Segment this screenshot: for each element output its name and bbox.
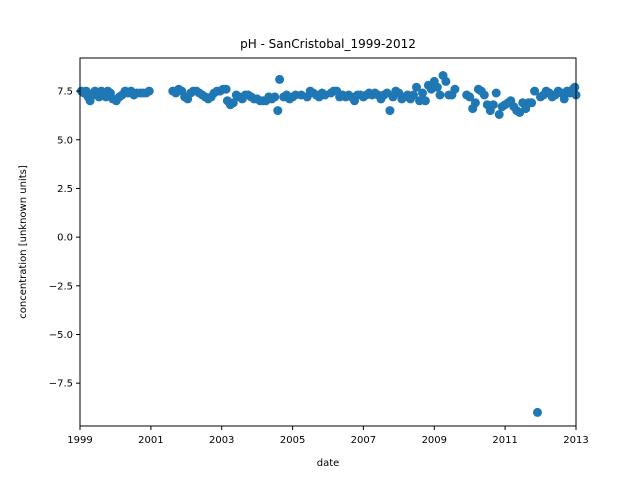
y-axis: 7.5 5.0 2.5 0.0 −2.5 −5.0 −7.5: [49, 87, 80, 390]
data-point-130: [488, 100, 498, 110]
data-point-117: [441, 76, 451, 86]
x-tick-label-0: 1999: [67, 435, 92, 446]
data-point-109: [418, 88, 427, 98]
chart-title: pH - SanCristobal_1999-2012: [240, 37, 416, 51]
data-point-114: [432, 82, 442, 92]
data-point-63: [273, 106, 283, 116]
x-tick-label-1: 2001: [138, 435, 163, 446]
data-point-98: [385, 106, 395, 116]
x-axis: 1999 2001 2003 2005 2007 2009 2011 2013: [67, 426, 589, 446]
data-point-120: [450, 84, 460, 94]
y-tick-label-2: 2.5: [57, 184, 73, 195]
y-axis-label: concentration [unknown units]: [18, 165, 29, 319]
data-point-122: [465, 92, 475, 102]
y-tick-label-1: 5.0: [57, 135, 73, 146]
x-tick-label-2: 2003: [209, 435, 234, 446]
data-point-143: [527, 98, 537, 108]
data-point-144: [530, 86, 540, 96]
data-point-107: [412, 82, 421, 92]
data-point-158: [570, 82, 580, 92]
y-tick-label-0: 7.5: [57, 87, 73, 98]
data-point-64: [275, 74, 285, 84]
data-point-48: [228, 98, 238, 108]
data-point-26: [144, 86, 154, 96]
data-point-62: [270, 92, 280, 102]
data-point-131: [491, 88, 501, 98]
data-point-110: [420, 96, 430, 106]
y-tick-label-6: −7.5: [49, 379, 73, 390]
y-tick-label-4: −2.5: [49, 281, 73, 292]
x-tick-label-4: 2007: [351, 435, 376, 446]
data-point-127: [479, 90, 489, 100]
data-point-124: [470, 98, 480, 108]
data-points: [76, 71, 581, 417]
x-tick-label-6: 2011: [492, 435, 517, 446]
x-axis-label: date: [317, 458, 340, 469]
x-tick-label-3: 2005: [280, 435, 305, 446]
data-point-115: [435, 90, 445, 100]
data-point-132: [494, 110, 504, 119]
data-point-45: [221, 84, 231, 94]
data-point-106: [409, 90, 418, 100]
data-point-145: [533, 407, 542, 417]
x-tick-label-5: 2009: [422, 435, 447, 446]
y-tick-label-5: −5.0: [49, 330, 73, 341]
plot-frame: [79, 57, 577, 427]
x-tick-label-7: 2013: [563, 435, 588, 446]
data-point-154: [559, 94, 569, 104]
y-tick-label-3: 0.0: [57, 233, 73, 244]
